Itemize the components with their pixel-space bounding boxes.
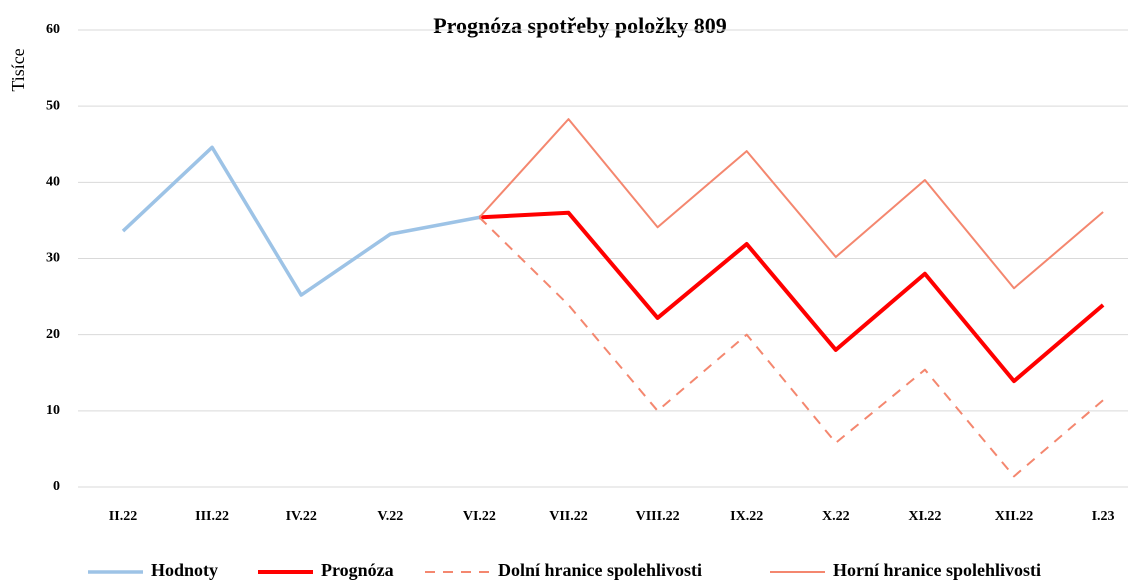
x-tick-label: VII.22 (549, 509, 588, 524)
x-tick-label: I.23 (1092, 509, 1115, 524)
x-tick-label: IV.22 (286, 509, 317, 524)
y-tick-label: 50 (46, 98, 60, 113)
x-tick-label: V.22 (377, 509, 403, 524)
legend-label: Hodnoty (151, 560, 218, 580)
x-tick-label: III.22 (195, 509, 229, 524)
x-tick-label: II.22 (109, 509, 137, 524)
series-line (478, 216, 1104, 478)
y-axis-label: Tisíce (8, 48, 28, 91)
y-tick-label: 60 (46, 22, 60, 37)
legend-label: Horní hranice spolehlivosti (833, 560, 1041, 580)
legend-label: Dolní hranice spolehlivosti (498, 560, 702, 580)
series-line (479, 210, 1105, 384)
y-tick-label: 10 (46, 403, 60, 418)
series-line (121, 145, 480, 297)
legend-label: Prognóza (321, 560, 394, 580)
x-tick-label: X.22 (822, 509, 850, 524)
x-tick-label: VI.22 (463, 509, 496, 524)
x-tick-label: XI.22 (908, 509, 941, 524)
y-tick-label: 30 (46, 251, 60, 266)
x-tick-label: XII.22 (995, 509, 1034, 524)
series-line (478, 118, 1104, 290)
x-tick-label: IX.22 (730, 509, 763, 524)
y-tick-label: 40 (46, 175, 60, 190)
x-tick-label: VIII.22 (636, 509, 680, 524)
chart-title: Prognóza spotřeby položky 809 (433, 13, 727, 38)
y-tick-label: 20 (46, 327, 60, 342)
y-tick-label: 0 (53, 479, 60, 494)
